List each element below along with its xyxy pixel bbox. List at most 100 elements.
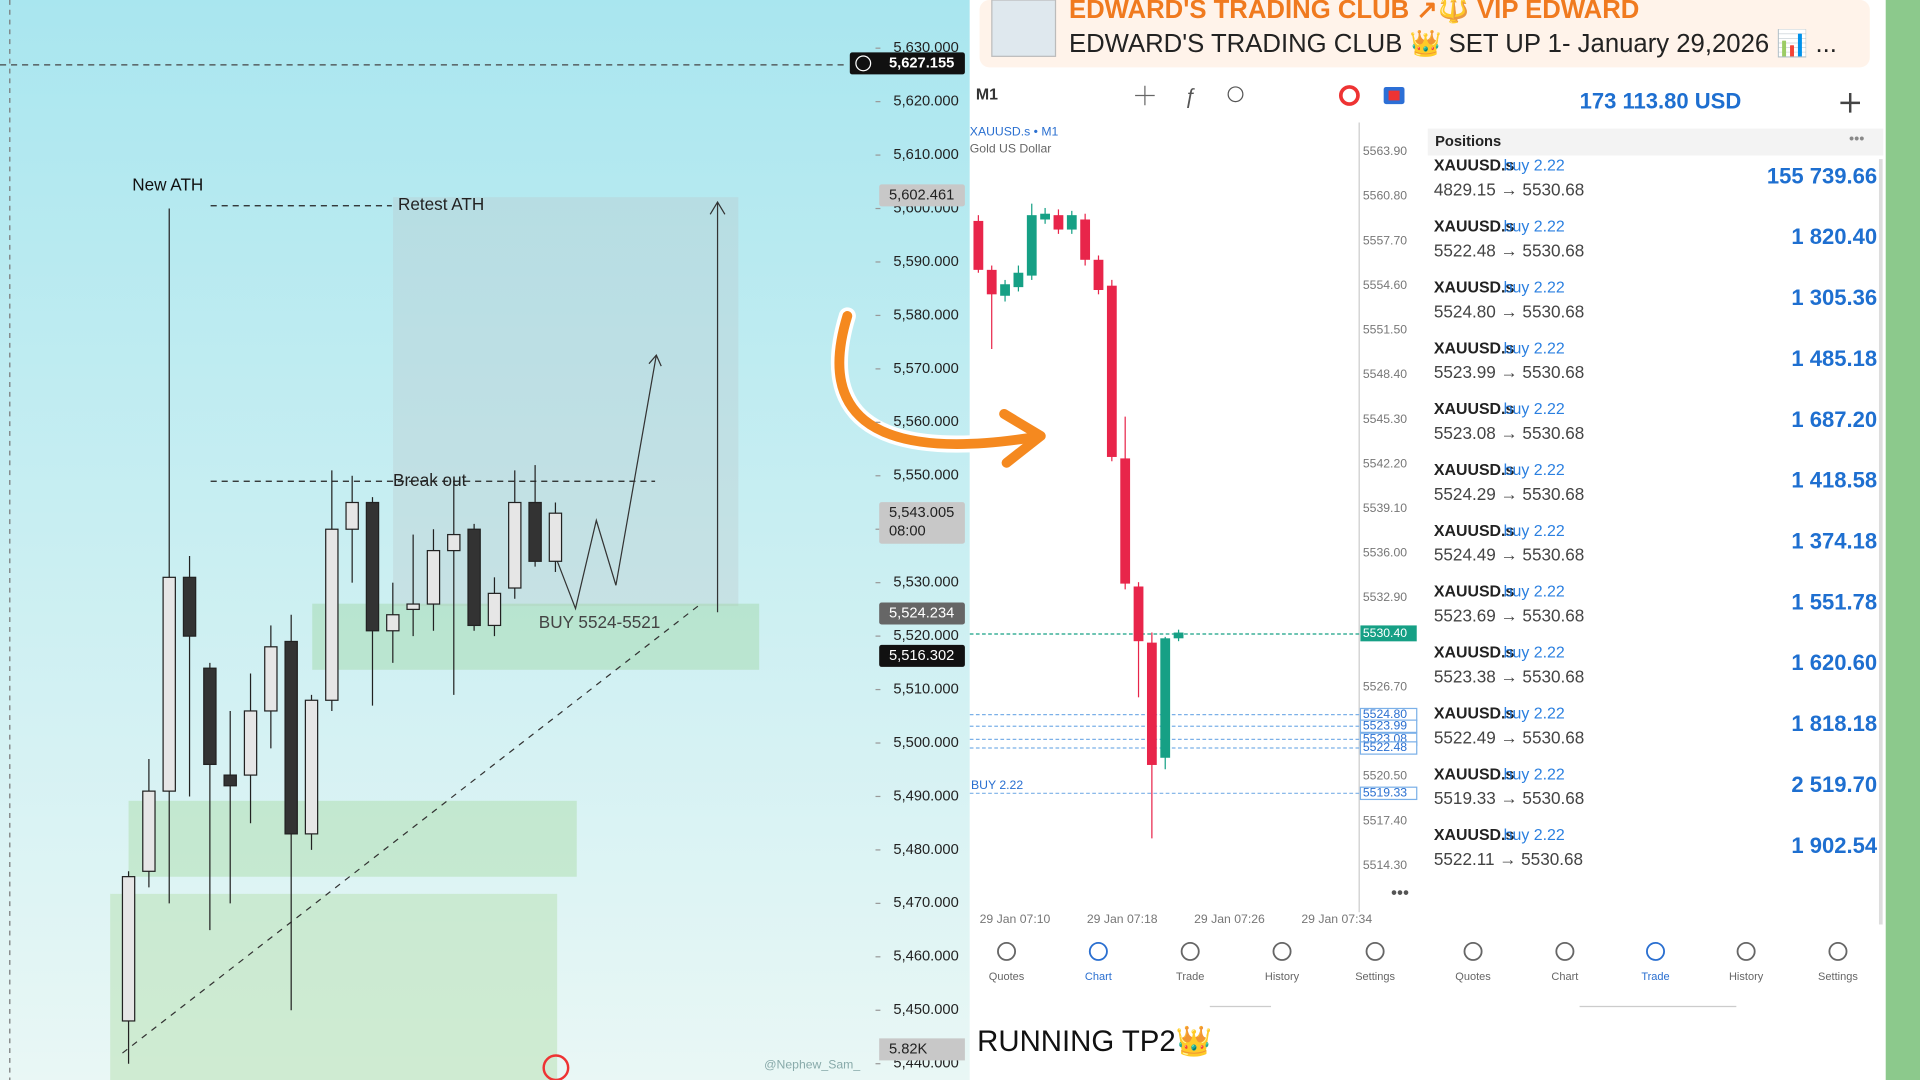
- position-symbol[interactable]: XAUUSD.s: [1434, 827, 1515, 844]
- nav-icon[interactable]: [1463, 941, 1483, 961]
- candle-body: [345, 501, 359, 530]
- nav-label[interactable]: History: [1729, 971, 1764, 983]
- position-symbol[interactable]: XAUUSD.s: [1434, 158, 1515, 175]
- position-profit[interactable]: 1 687.20: [1791, 407, 1877, 432]
- position-profit[interactable]: 1 820.40: [1791, 224, 1877, 249]
- position-profit[interactable]: 1 551.78: [1791, 589, 1877, 614]
- nav-icon[interactable]: [1272, 941, 1292, 961]
- position-prices[interactable]: 5524.29 → 5530.68: [1434, 484, 1584, 504]
- objects-icon[interactable]: [1227, 86, 1244, 103]
- indicator-icon[interactable]: ƒ: [1184, 85, 1196, 108]
- candle-body: [467, 528, 481, 627]
- nav-icon[interactable]: [1828, 941, 1848, 961]
- order-tag-label: 5519.33: [1363, 786, 1407, 800]
- position-prices[interactable]: 5523.38 → 5530.68: [1434, 666, 1584, 686]
- position-profit[interactable]: 1 485.18: [1791, 346, 1877, 371]
- candle-body: [487, 592, 502, 627]
- more-icon[interactable]: •••: [1391, 882, 1409, 902]
- position-prices[interactable]: 5519.33 → 5530.68: [1434, 788, 1584, 808]
- nav-label[interactable]: Trade: [1176, 971, 1204, 983]
- position-side[interactable]: buy 2.22: [1504, 401, 1565, 418]
- position-symbol[interactable]: XAUUSD.s: [1434, 219, 1515, 236]
- position-side[interactable]: buy 2.22: [1504, 827, 1565, 844]
- position-symbol[interactable]: XAUUSD.s: [1434, 523, 1515, 540]
- position-prices[interactable]: 5524.49 → 5530.68: [1434, 545, 1584, 565]
- add-alert-icon[interactable]: [855, 55, 872, 72]
- nav-icon[interactable]: [997, 941, 1017, 961]
- position-side[interactable]: buy 2.22: [1504, 705, 1565, 722]
- message-header: [979, 0, 1870, 68]
- nav-icon[interactable]: [1088, 941, 1108, 961]
- position-profit[interactable]: 1 902.54: [1791, 833, 1878, 858]
- target-zone: [393, 197, 739, 607]
- position-profit[interactable]: 1 418.58: [1791, 468, 1877, 493]
- nav-label[interactable]: Trade: [1641, 971, 1669, 983]
- nav-label[interactable]: Quotes: [1455, 971, 1491, 983]
- position-side[interactable]: buy 2.22: [1504, 340, 1565, 357]
- candle-body: [1080, 219, 1091, 260]
- position-profit[interactable]: 1 305.36: [1791, 285, 1877, 310]
- header-title: EDWARD'S TRADING CLUB ↗🔱 VIP EDWARD: [1069, 0, 1639, 24]
- position-symbol[interactable]: XAUUSD.s: [1434, 401, 1515, 418]
- candle-body: [203, 667, 217, 766]
- crosshair-icon[interactable]: [1135, 85, 1155, 106]
- position-profit[interactable]: 155 739.66: [1767, 163, 1877, 188]
- menu-icon[interactable]: •••: [1849, 131, 1864, 147]
- nav-label[interactable]: Settings: [1818, 971, 1858, 983]
- y-tick-label: 5536.00: [1363, 546, 1407, 560]
- position-prices[interactable]: 5522.49 → 5530.68: [1434, 727, 1584, 747]
- position-symbol[interactable]: XAUUSD.s: [1434, 584, 1515, 601]
- app-icon[interactable]: [1338, 85, 1360, 106]
- order-tag-label: 5522.48: [1363, 740, 1407, 754]
- position-symbol[interactable]: XAUUSD.s: [1434, 279, 1515, 296]
- nav-label[interactable]: Quotes: [989, 971, 1025, 983]
- position-symbol[interactable]: XAUUSD.s: [1434, 705, 1515, 722]
- nav-icon[interactable]: [1365, 941, 1385, 961]
- position-prices[interactable]: 5523.69 → 5530.68: [1434, 606, 1584, 626]
- position-prices[interactable]: 5524.80 → 5530.68: [1434, 301, 1584, 321]
- position-symbol[interactable]: XAUUSD.s: [1434, 462, 1515, 479]
- y-tick-label: 5,460.000: [893, 949, 958, 965]
- timeframe[interactable]: M1: [976, 87, 998, 104]
- position-side[interactable]: buy 2.22: [1504, 584, 1565, 601]
- position-symbol[interactable]: XAUUSD.s: [1434, 645, 1515, 662]
- position-side[interactable]: buy 2.22: [1504, 645, 1565, 662]
- position-profit[interactable]: 2 519.70: [1791, 772, 1877, 797]
- buy-zone: [312, 603, 760, 670]
- nav-icon[interactable]: [1555, 941, 1575, 961]
- annotation: BUY 5524-5521: [539, 612, 661, 632]
- nav-icon[interactable]: [1180, 941, 1200, 961]
- price-tag-label: 5,524.234: [889, 605, 954, 621]
- nav-icon[interactable]: [1646, 941, 1665, 961]
- position-side[interactable]: buy 2.22: [1504, 766, 1565, 783]
- positions-title: Positions: [1435, 134, 1501, 150]
- position-prices[interactable]: 5522.48 → 5530.68: [1434, 240, 1584, 260]
- position-prices[interactable]: 4829.15 → 5530.68: [1434, 180, 1584, 200]
- position-symbol[interactable]: XAUUSD.s: [1434, 766, 1515, 783]
- y-tick-label: 5,570.000: [893, 361, 958, 377]
- nav-label[interactable]: Settings: [1355, 971, 1395, 983]
- nav-label[interactable]: History: [1265, 971, 1300, 983]
- arrow-head: [999, 408, 1046, 468]
- annotation: New ATH: [132, 175, 203, 195]
- price-tag: [879, 184, 965, 207]
- candle-body: [973, 220, 984, 270]
- position-side[interactable]: buy 2.22: [1504, 523, 1565, 540]
- position-profit[interactable]: 1 818.18: [1791, 711, 1877, 736]
- position-profit[interactable]: 1 620.60: [1791, 650, 1877, 675]
- position-prices[interactable]: 5522.11 → 5530.68: [1434, 849, 1583, 869]
- position-prices[interactable]: 5523.08 → 5530.68: [1434, 423, 1584, 443]
- nav-icon[interactable]: [1736, 941, 1756, 961]
- nav-label[interactable]: Chart: [1551, 971, 1578, 983]
- position-side[interactable]: buy 2.22: [1504, 279, 1565, 296]
- position-side[interactable]: buy 2.22: [1504, 219, 1565, 236]
- volume-tag: [879, 1038, 965, 1061]
- position-side[interactable]: buy 2.22: [1504, 158, 1565, 175]
- position-profit[interactable]: 1 374.18: [1791, 529, 1877, 554]
- position-side[interactable]: buy 2.22: [1504, 462, 1565, 479]
- position-symbol[interactable]: XAUUSD.s: [1434, 340, 1515, 357]
- add-button[interactable]: [1840, 93, 1860, 113]
- nav-label[interactable]: Chart: [1085, 971, 1112, 983]
- footer-caption: RUNNING TP2👑: [977, 1025, 1212, 1058]
- position-prices[interactable]: 5523.99 → 5530.68: [1434, 362, 1584, 382]
